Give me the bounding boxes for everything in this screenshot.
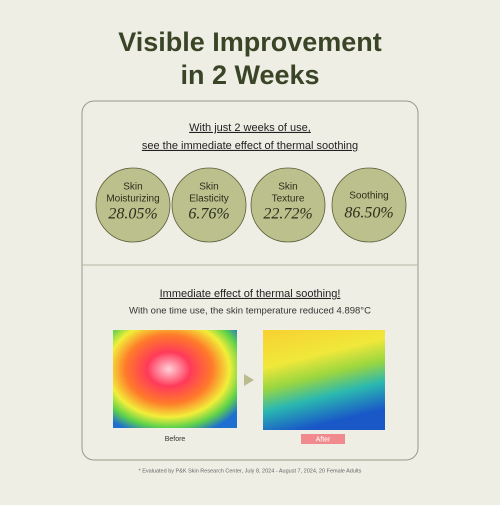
stat-label: Skin <box>278 182 297 193</box>
stat-value: 28.05% <box>108 206 157 223</box>
panel <box>81 100 419 461</box>
stat-label: Texture <box>272 194 305 205</box>
stat-label: Skin <box>123 182 142 193</box>
stat-circle <box>250 167 326 243</box>
after-badge <box>301 434 345 444</box>
stat-circle <box>331 167 407 243</box>
stat-circle <box>95 167 171 243</box>
intro-text: With just 2 weeks of use, <box>189 122 311 134</box>
stats: SkinMoisturizing28.05%SkinElasticity6.76… <box>95 167 407 243</box>
stat-circle <box>171 167 247 243</box>
thermal-title: Immediate effect of thermal soothing! <box>160 288 341 300</box>
stat-label: Soothing <box>349 191 388 202</box>
thermal-subtitle: With one time use, the skin temperature … <box>129 306 371 317</box>
title: in 2 Weeks <box>180 60 319 90</box>
after-image <box>263 330 385 430</box>
stat-label: Skin <box>199 182 218 193</box>
before-label: Before <box>165 436 186 443</box>
stat-value: 86.50% <box>344 205 393 222</box>
stat-value: 22.72% <box>263 206 312 223</box>
intro-text: see the immediate effect of thermal soot… <box>142 140 358 152</box>
after-label: After <box>316 436 331 443</box>
stat-label: Moisturizing <box>106 194 159 205</box>
title: Visible Improvement <box>118 27 382 57</box>
arrow <box>244 374 254 386</box>
stat-label: Elasticity <box>189 194 228 205</box>
before-image <box>113 330 237 428</box>
stat-value: 6.76% <box>188 206 229 223</box>
footnote: * Evaluated by P&K Skin Research Center,… <box>139 468 362 474</box>
